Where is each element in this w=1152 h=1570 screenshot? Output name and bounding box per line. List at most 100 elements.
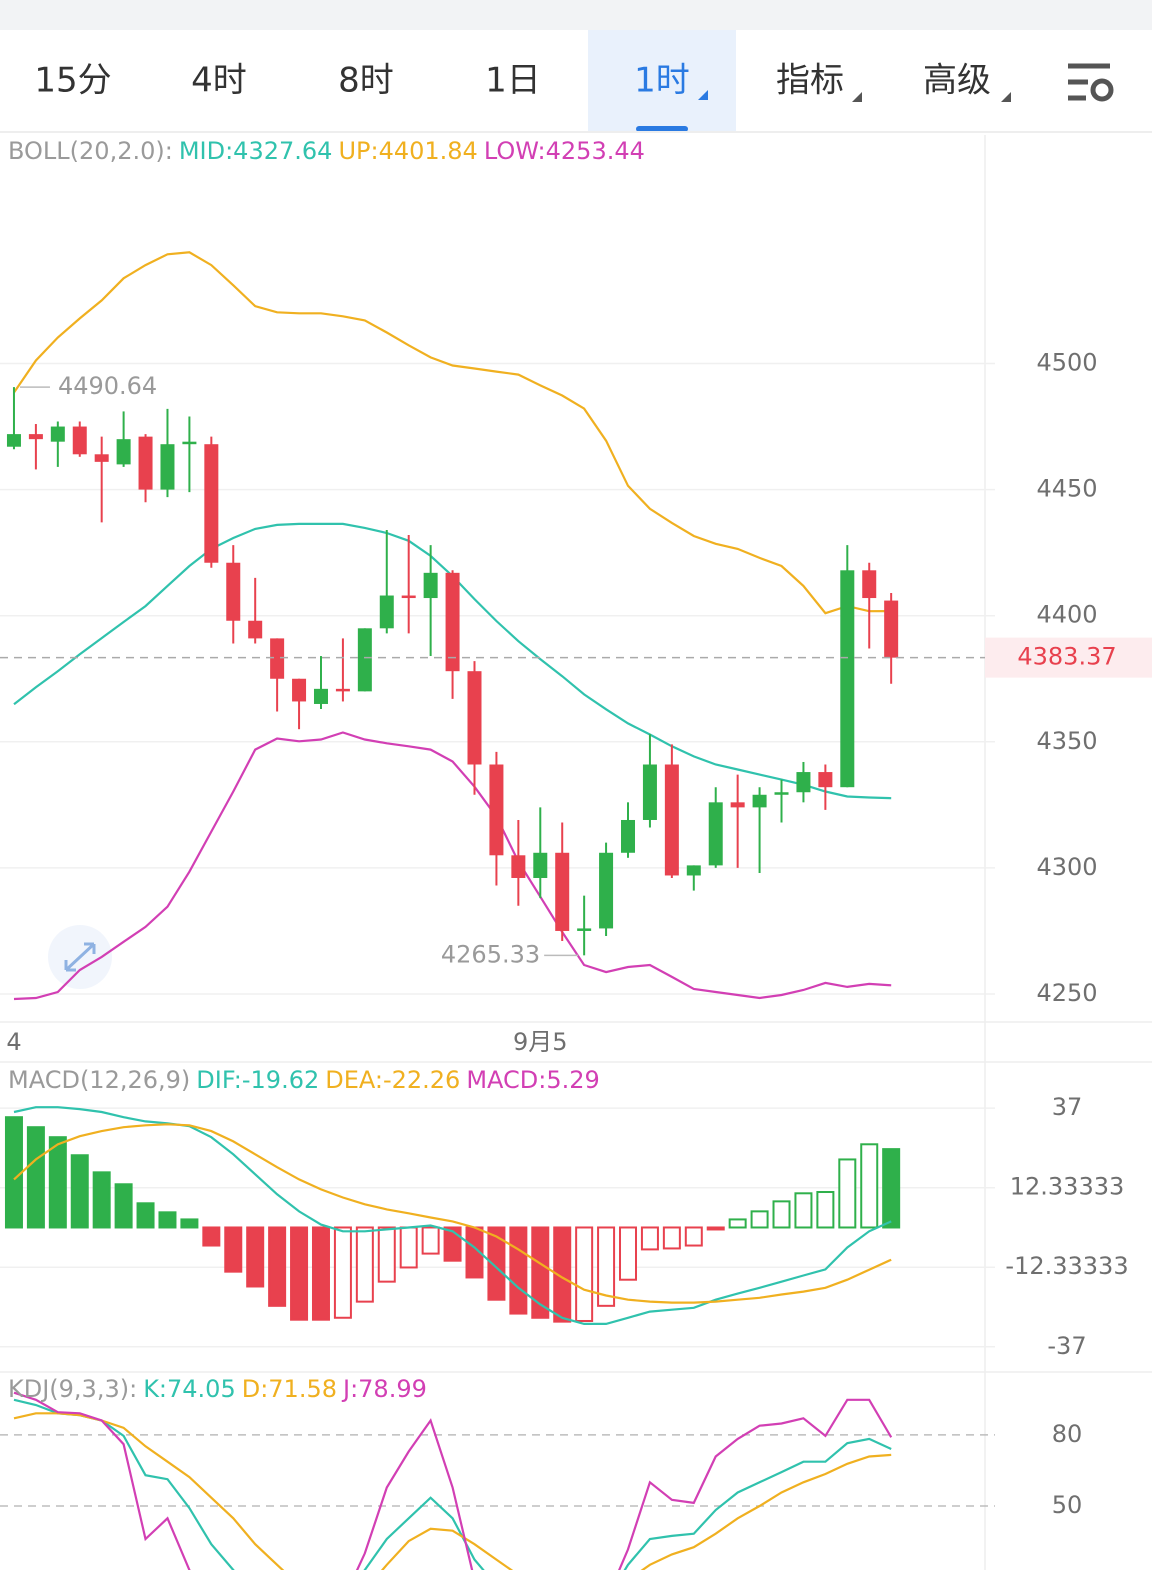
y-tick-label: 37 <box>1052 1093 1083 1121</box>
macd-bar <box>443 1226 462 1262</box>
y-tick-label: 50 <box>1052 1491 1083 1519</box>
macd-bar <box>4 1116 23 1229</box>
legend-entry: MID:4327.64 <box>179 137 333 165</box>
macd-bar <box>882 1148 901 1229</box>
candle-body <box>664 764 679 876</box>
macd-bar <box>92 1171 111 1229</box>
macd-bar <box>202 1226 221 1247</box>
candle-body <box>599 852 614 929</box>
macd-bar <box>136 1202 155 1229</box>
macd-bar <box>399 1226 418 1269</box>
macd-bar <box>333 1226 352 1319</box>
legend-entry: UP:4401.84 <box>338 137 477 165</box>
candle-body <box>884 600 899 658</box>
macd-bar <box>860 1143 879 1229</box>
tab[interactable]: 15分 <box>34 61 111 101</box>
indicator-line <box>13 1123 892 1304</box>
candle-body <box>357 628 372 692</box>
candle-body <box>182 441 197 445</box>
tab[interactable]: 高级 <box>923 61 991 101</box>
macd-bar <box>772 1200 791 1229</box>
macd-bar <box>728 1218 747 1229</box>
settings-icon[interactable] <box>1068 63 1114 102</box>
legend-entry: MACD(12,26,9) <box>8 1066 190 1094</box>
macd-bar <box>421 1226 440 1255</box>
candle-body <box>511 855 526 878</box>
macd-bar <box>619 1226 638 1281</box>
candle-body <box>28 434 43 440</box>
candle-body <box>379 595 394 629</box>
candle-body <box>248 620 263 639</box>
macd-bar <box>114 1183 133 1229</box>
high-annotation: 4490.64 <box>58 372 157 400</box>
tab[interactable]: 1时 <box>634 61 690 101</box>
tab-active-bg <box>588 30 736 132</box>
plot <box>13 1391 893 1570</box>
macd-bar <box>794 1192 813 1229</box>
plot <box>6 251 899 1001</box>
candle-body <box>818 772 833 788</box>
macd-bar <box>553 1226 572 1323</box>
tab[interactable]: 1日 <box>485 61 541 101</box>
y-tick-label: 4350 <box>1036 727 1097 755</box>
candle-body <box>840 570 855 788</box>
macd-bar <box>355 1226 374 1303</box>
candle-body <box>774 792 789 795</box>
candle-body <box>138 436 153 490</box>
legend-entry: J:78.99 <box>341 1375 427 1403</box>
candle-body <box>204 444 219 563</box>
legend-entry: BOLL(20,2.0): <box>8 137 173 165</box>
dropdown-mark <box>1001 92 1011 102</box>
tabs: 15分 4时 8时 1日 1时 指标 高级 <box>34 30 991 132</box>
candle-body <box>401 595 416 599</box>
candle-body <box>226 562 241 621</box>
macd-bar <box>684 1226 703 1247</box>
indicator-line <box>13 1412 892 1570</box>
expand-button[interactable] <box>48 925 112 989</box>
y-tick-label: 4250 <box>1036 979 1097 1007</box>
tab-bar <box>0 30 1152 132</box>
last-price-tag <box>985 637 1152 678</box>
candle-body <box>467 671 482 765</box>
macd-bar <box>180 1218 199 1229</box>
candle-body <box>160 444 175 490</box>
indicator-line <box>13 1391 893 1570</box>
x-tick-label: 9月5 <box>513 1028 568 1056</box>
low-annotation: 4265.33 <box>441 940 540 968</box>
candle-body <box>313 688 328 704</box>
tab[interactable]: 4时 <box>191 61 247 101</box>
macd-bar <box>706 1226 725 1231</box>
macd-bar <box>224 1226 243 1273</box>
y-tick-label: -12.33333 <box>1005 1252 1128 1280</box>
y-tick-label: -37 <box>1047 1332 1086 1360</box>
indicator-line <box>13 251 892 615</box>
tab[interactable]: 8时 <box>338 61 394 101</box>
candle-body <box>752 794 767 808</box>
macd-bar <box>48 1136 67 1229</box>
candle-body <box>270 638 285 679</box>
y-tick-label: 4500 <box>1036 348 1097 376</box>
candle-body <box>335 688 350 692</box>
macd-bar <box>509 1226 528 1315</box>
candle-body <box>862 570 877 599</box>
legend-entry: KDJ(9,3,3): <box>8 1375 137 1403</box>
macd-bar <box>575 1226 594 1322</box>
macd-bar <box>750 1210 769 1229</box>
legend-entry: LOW:4253.44 <box>484 137 645 165</box>
tab-underline <box>636 126 688 132</box>
candle-body <box>730 802 745 808</box>
dropdown-mark <box>698 90 708 100</box>
indicator-line <box>13 731 892 1001</box>
legend-entry: D:71.58 <box>242 1375 337 1403</box>
candle-body <box>94 454 109 462</box>
candle-body <box>686 865 701 876</box>
candle-body <box>796 772 811 793</box>
y-tick-label: 4400 <box>1036 601 1097 629</box>
tab[interactable]: 指标 <box>776 61 844 101</box>
macd-bar <box>311 1226 330 1321</box>
macd-bar <box>487 1226 506 1301</box>
indicator-line <box>13 1106 892 1325</box>
macd-bar <box>26 1126 45 1229</box>
